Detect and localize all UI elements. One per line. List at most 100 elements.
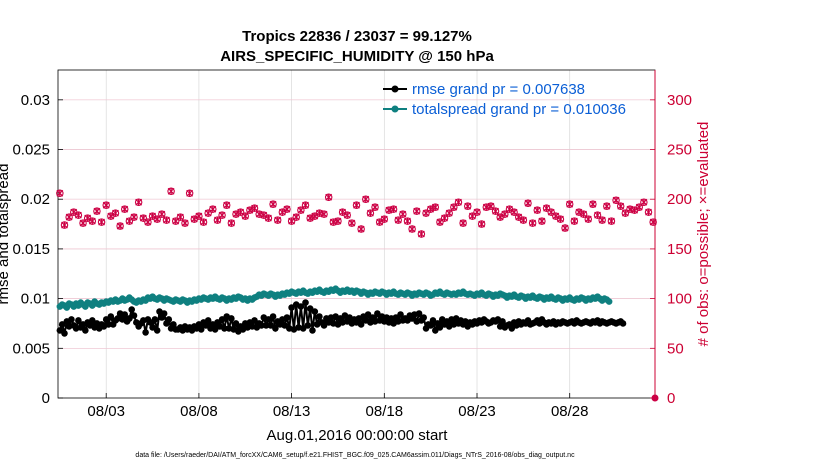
y2-axis-label: # of obs: o=possible; ×=evaluated (695, 122, 712, 347)
rmse-point (165, 316, 173, 323)
rmse-point (262, 322, 270, 329)
obs-evaluated-point (645, 208, 652, 216)
obs-evaluated-point (325, 193, 333, 201)
x-tick-label: 08/28 (551, 403, 589, 420)
obs-evaluated-point (353, 201, 360, 209)
legend: rmse grand pr = 0.007638 totalspread gra… (383, 81, 626, 118)
obs-evaluated-point (519, 216, 527, 224)
rmse-point (197, 326, 205, 333)
obs-evaluated-point (227, 219, 235, 227)
rmse-point (153, 327, 161, 334)
obs-evaluated-point (302, 201, 309, 209)
obs-evaluated-point (366, 209, 374, 217)
rmse-point (316, 313, 323, 320)
obs-evaluated-point (617, 202, 625, 210)
obs-evaluated-point (232, 210, 240, 218)
rmse-point (499, 318, 506, 325)
rmse-point (204, 317, 212, 324)
data-file-note: data file: /Users/raeder/DAI/ATM_forcXX/… (135, 452, 575, 459)
tick-marks (58, 99, 655, 399)
obs-evaluated-point (320, 210, 328, 218)
legend-totalspread-marker (391, 105, 399, 113)
rmse-point (297, 303, 305, 310)
y2-tick-label: 200 (667, 191, 692, 208)
x-tick-label: 08/08 (180, 403, 218, 420)
rmse-point (397, 311, 404, 318)
x-tick-label: 08/03 (87, 403, 125, 420)
obs-evaluated-point (200, 218, 207, 226)
rmse-point (82, 327, 89, 334)
rmse-point (128, 306, 135, 313)
rmse-point (121, 311, 129, 318)
obs-evaluated-point (380, 215, 388, 223)
chart-subtitle: AIRS_SPECIFIC_HUMIDITY @ 150 hPa (220, 48, 494, 65)
obs-evaluated-point (130, 213, 138, 221)
obs-evaluated-point (598, 216, 606, 224)
rmse-point (75, 317, 82, 324)
y-tick-label: 0.02 (21, 191, 50, 208)
obs-evaluated-point (390, 205, 398, 213)
rmse-point (304, 322, 312, 329)
rmse-point (258, 322, 265, 329)
tick-labels: 08/03 08/08 08/13 08/18 08/23 08/28 0 0.005 0.01… (12, 92, 692, 420)
obs-evaluated-point (362, 195, 370, 203)
obs-evaluated-point (269, 200, 277, 208)
obs-evaluated-point (608, 217, 615, 225)
obs-evaluated-point (640, 198, 648, 206)
obs-evaluated-point (209, 205, 217, 213)
rmse-point (357, 321, 365, 328)
obs-evaluated-point (566, 200, 574, 208)
obs-evaluated-point (93, 207, 101, 215)
obs-evaluated-point (167, 187, 175, 195)
obs-evaluated-point (529, 219, 537, 227)
x-tick-label: 08/23 (458, 403, 496, 420)
rmse-point (302, 299, 309, 306)
x-tick-label: 08/13 (273, 403, 311, 420)
rmse-point (283, 314, 291, 321)
y2-tick-label: 0 (667, 390, 675, 407)
obs-evaluated-point (612, 196, 620, 204)
obs-evaluated-point (533, 206, 541, 214)
rmse-point (107, 313, 115, 320)
obs-evaluated-point (158, 210, 166, 218)
obs-evaluated-point (195, 212, 203, 220)
obs-evaluated-point (246, 206, 254, 214)
rmse-point (415, 310, 423, 317)
obs-evaluated-point (478, 220, 486, 228)
obs-evaluated-point (306, 214, 314, 222)
rmse-point (68, 316, 75, 323)
y-tick-label: 0 (42, 390, 50, 407)
obs-evaluated-point (570, 217, 578, 225)
obs-evaluated-point (102, 201, 110, 209)
rmse-point (61, 330, 68, 337)
obs-evaluated-point (251, 204, 258, 212)
rmse-point (619, 320, 627, 327)
obs-evaluated-point (163, 216, 170, 224)
rmse-point (269, 313, 277, 320)
y-tick-label: 0.03 (21, 92, 50, 109)
obs-evaluated-point (464, 202, 472, 210)
obs-evaluated-point (283, 205, 291, 213)
legend-rmse-marker (391, 85, 399, 93)
obs-evaluated-point (404, 217, 411, 225)
obs-evaluated-point (116, 222, 124, 230)
obs-evaluated-point (61, 221, 68, 229)
obs-evaluated-point (186, 189, 194, 197)
y-tick-label: 0.015 (12, 241, 50, 258)
obs-evaluated-point (584, 215, 592, 223)
obs-evaluated-point (427, 205, 435, 213)
obs-evaluated-point (181, 219, 189, 227)
obs-evaluated-point (88, 217, 96, 225)
legend-rmse-label: rmse grand pr = 0.007638 (412, 81, 585, 98)
obs-evaluated-point (589, 200, 597, 208)
obs-evaluated-point (176, 213, 184, 221)
rmse-point (151, 316, 159, 323)
y-tick-label: 0.025 (12, 142, 50, 159)
obs-evaluated-point (334, 217, 342, 225)
rmse-point (311, 308, 319, 315)
obs-evaluated-point (413, 207, 421, 215)
rmse-series (56, 299, 627, 337)
y2-tick-label: 150 (667, 241, 692, 258)
totalspread-series (56, 285, 613, 311)
y2-tick-label: 300 (667, 92, 692, 109)
